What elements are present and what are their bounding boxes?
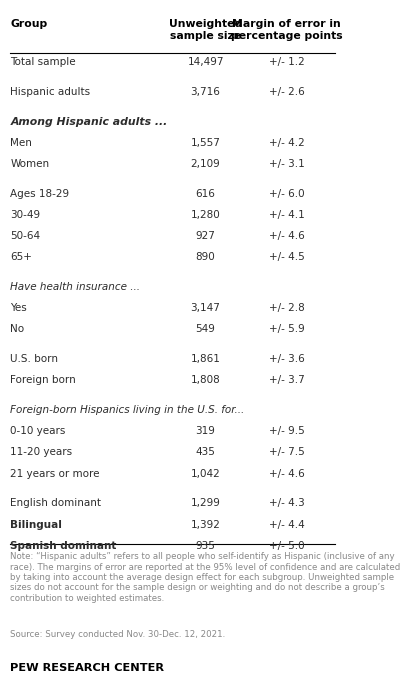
Text: 2,109: 2,109 xyxy=(191,159,220,169)
Text: +/- 5.0: +/- 5.0 xyxy=(269,541,304,551)
Text: +/- 9.5: +/- 9.5 xyxy=(269,426,304,437)
Text: Yes: Yes xyxy=(10,303,27,313)
Text: +/- 2.6: +/- 2.6 xyxy=(269,87,304,97)
Text: 890: 890 xyxy=(196,252,215,262)
Text: 1,299: 1,299 xyxy=(191,498,220,509)
Text: 1,392: 1,392 xyxy=(191,520,220,530)
Text: +/- 4.3: +/- 4.3 xyxy=(269,498,304,509)
Text: +/- 5.9: +/- 5.9 xyxy=(269,324,304,335)
Text: PEW RESEARCH CENTER: PEW RESEARCH CENTER xyxy=(10,663,164,673)
Text: 549: 549 xyxy=(196,324,215,335)
Text: 21 years or more: 21 years or more xyxy=(10,469,100,479)
Text: 1,042: 1,042 xyxy=(191,469,220,479)
Text: Total sample: Total sample xyxy=(10,57,76,67)
Text: Group: Group xyxy=(10,19,47,29)
Text: 319: 319 xyxy=(196,426,215,437)
Text: +/- 7.5: +/- 7.5 xyxy=(269,447,304,458)
Text: Hispanic adults: Hispanic adults xyxy=(10,87,90,97)
Text: +/- 4.6: +/- 4.6 xyxy=(269,469,304,479)
Text: 0-10 years: 0-10 years xyxy=(10,426,66,437)
Text: Foreign-born Hispanics living in the U.S. for...: Foreign-born Hispanics living in the U.S… xyxy=(10,405,244,415)
Text: Men: Men xyxy=(10,138,32,148)
Text: +/- 6.0: +/- 6.0 xyxy=(269,189,304,199)
Text: U.S. born: U.S. born xyxy=(10,354,58,364)
Text: English dominant: English dominant xyxy=(10,498,101,509)
Text: +/- 4.2: +/- 4.2 xyxy=(269,138,304,148)
Text: 1,280: 1,280 xyxy=(191,210,220,220)
Text: Ages 18-29: Ages 18-29 xyxy=(10,189,69,199)
Text: 1,861: 1,861 xyxy=(191,354,220,364)
Text: 435: 435 xyxy=(196,447,215,458)
Text: 616: 616 xyxy=(196,189,215,199)
Text: 935: 935 xyxy=(196,541,215,551)
Text: 3,147: 3,147 xyxy=(191,303,220,313)
Text: +/- 4.5: +/- 4.5 xyxy=(269,252,304,262)
Text: +/- 3.1: +/- 3.1 xyxy=(269,159,304,169)
Text: 1,808: 1,808 xyxy=(191,375,220,386)
Text: 927: 927 xyxy=(196,231,215,241)
Text: +/- 2.8: +/- 2.8 xyxy=(269,303,304,313)
Text: Margin of error in
percentage points: Margin of error in percentage points xyxy=(231,19,343,41)
Text: 1,557: 1,557 xyxy=(191,138,220,148)
Text: 30-49: 30-49 xyxy=(10,210,40,220)
Text: +/- 3.6: +/- 3.6 xyxy=(269,354,304,364)
Text: +/- 4.1: +/- 4.1 xyxy=(269,210,304,220)
Text: +/- 3.7: +/- 3.7 xyxy=(269,375,304,386)
Text: 14,497: 14,497 xyxy=(187,57,224,67)
Text: 11-20 years: 11-20 years xyxy=(10,447,73,458)
Text: Among Hispanic adults ...: Among Hispanic adults ... xyxy=(10,117,168,127)
Text: No: No xyxy=(10,324,24,335)
Text: Unweighted
sample size: Unweighted sample size xyxy=(169,19,242,41)
Text: +/- 4.4: +/- 4.4 xyxy=(269,520,304,530)
Text: +/- 1.2: +/- 1.2 xyxy=(269,57,304,67)
Text: 3,716: 3,716 xyxy=(191,87,220,97)
Text: Note: “Hispanic adults” refers to all people who self-identify as Hispanic (incl: Note: “Hispanic adults” refers to all pe… xyxy=(10,552,401,602)
Text: Have health insurance ...: Have health insurance ... xyxy=(10,282,140,292)
Text: 65+: 65+ xyxy=(10,252,32,262)
Text: Women: Women xyxy=(10,159,50,169)
Text: Source: Survey conducted Nov. 30-Dec. 12, 2021.: Source: Survey conducted Nov. 30-Dec. 12… xyxy=(10,630,226,639)
Text: Foreign born: Foreign born xyxy=(10,375,76,386)
Text: +/- 4.6: +/- 4.6 xyxy=(269,231,304,241)
Text: Spanish dominant: Spanish dominant xyxy=(10,541,117,551)
Text: 50-64: 50-64 xyxy=(10,231,40,241)
Text: Bilingual: Bilingual xyxy=(10,520,62,530)
